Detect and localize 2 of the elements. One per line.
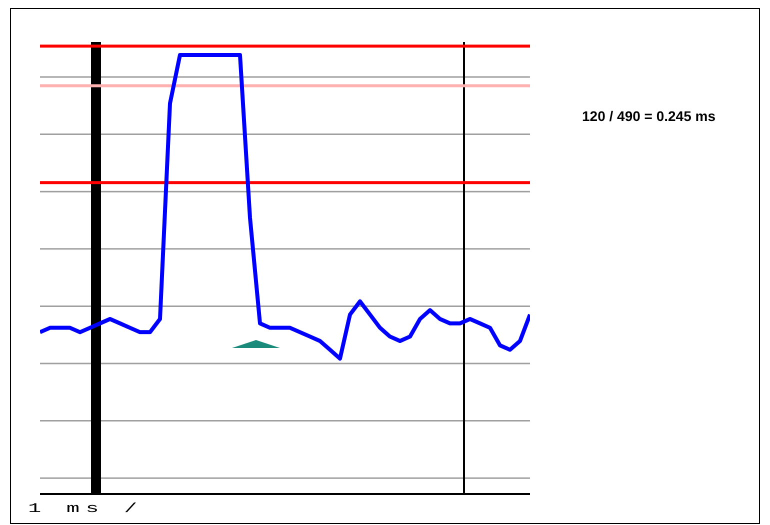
text: 1 ms / bbox=[28, 501, 144, 516]
text: 120 / 490 = 0.245 ms bbox=[582, 108, 716, 124]
